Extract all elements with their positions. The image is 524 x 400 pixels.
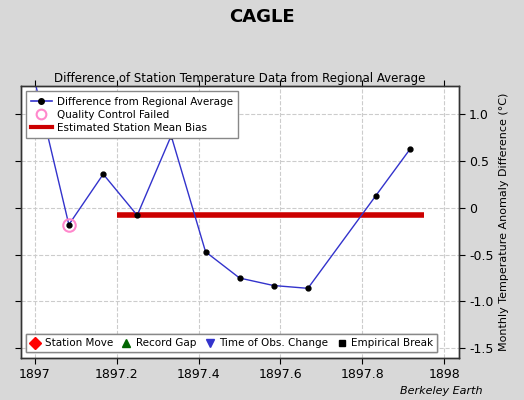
- Legend: Station Move, Record Gap, Time of Obs. Change, Empirical Break: Station Move, Record Gap, Time of Obs. C…: [26, 334, 437, 352]
- Y-axis label: Monthly Temperature Anomaly Difference (°C): Monthly Temperature Anomaly Difference (…: [499, 93, 509, 351]
- Text: CAGLE: CAGLE: [229, 8, 295, 26]
- Title: Difference of Station Temperature Data from Regional Average: Difference of Station Temperature Data f…: [54, 72, 425, 85]
- Text: Berkeley Earth: Berkeley Earth: [400, 386, 482, 396]
